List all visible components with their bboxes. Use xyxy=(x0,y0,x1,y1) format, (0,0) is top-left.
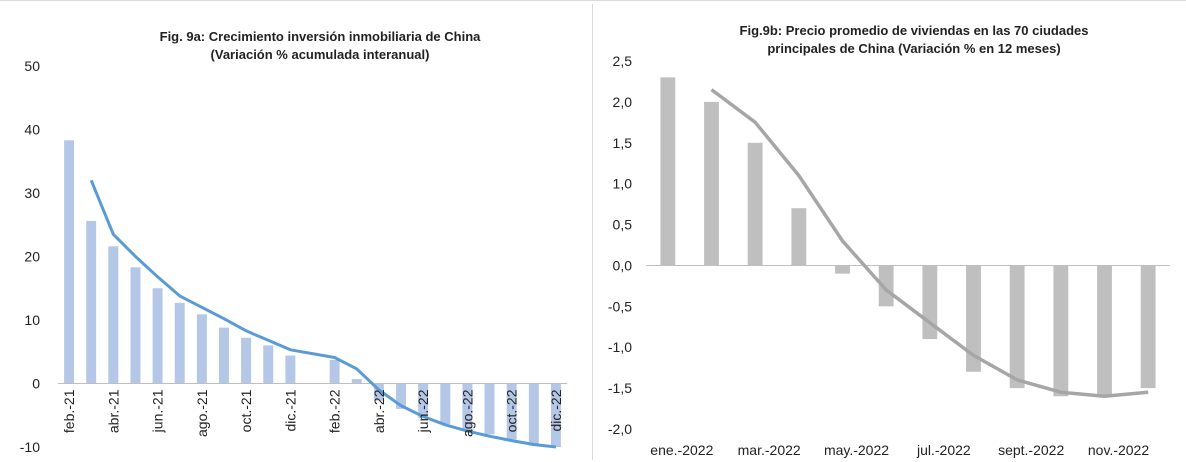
y-tick-label: 30 xyxy=(24,185,40,201)
bar xyxy=(704,101,719,266)
y-tick-label: 1,0 xyxy=(613,176,633,192)
x-tick-label: sept.-2022 xyxy=(998,442,1064,458)
x-tick-label: ene.-2022 xyxy=(650,442,713,458)
x-tick-label: mar.-2022 xyxy=(738,442,801,458)
series-line xyxy=(710,88,1149,399)
y-tick-label: -2,0 xyxy=(608,421,632,437)
x-tick-label: dic.-22 xyxy=(548,389,564,431)
x-tick-label: feb.-22 xyxy=(327,389,343,433)
bar xyxy=(550,383,561,447)
bar xyxy=(1140,265,1156,389)
y-tick-label: 50 xyxy=(24,58,40,74)
bar xyxy=(1097,265,1112,397)
bar xyxy=(462,383,473,431)
chart-title-9a-line1: Fig. 9a: Crecimiento inversión inmobilia… xyxy=(159,29,481,44)
bar xyxy=(241,337,252,384)
y-tick-label: -1,0 xyxy=(608,339,632,355)
bar xyxy=(351,379,362,384)
x-tick-label: jun.-21 xyxy=(150,389,166,433)
chart-title-9a: Fig. 9a: Crecimiento inversión inmobilia… xyxy=(60,28,580,64)
x-tick-label: abr.-21 xyxy=(105,389,121,433)
bar xyxy=(86,220,97,384)
bar xyxy=(747,142,763,266)
y-tick-label: 2,5 xyxy=(613,53,633,69)
bar xyxy=(130,267,141,384)
y-tick-label: 0 xyxy=(32,376,40,392)
bar xyxy=(64,140,75,384)
chart-title-9b-line2: principales de China (Variación % en 12 … xyxy=(767,41,1061,56)
y-tick-label: 2,0 xyxy=(613,94,633,110)
chart-title-9b-line1: Fig.9b: Precio promedio de viviendas en … xyxy=(739,23,1089,38)
x-tick-label: ago.-21 xyxy=(194,389,210,437)
y-tick-label: 1,5 xyxy=(613,135,633,151)
bar xyxy=(878,265,894,307)
bar xyxy=(835,265,850,274)
panel-divider xyxy=(592,4,593,460)
x-tick-label: jun.-22 xyxy=(415,389,431,433)
y-tick-label: 10 xyxy=(24,312,40,328)
x-tick-label: jul.-2022 xyxy=(916,442,971,458)
y-tick-label: 20 xyxy=(24,249,40,265)
x-tick-label: oct.-21 xyxy=(238,389,254,432)
bar xyxy=(152,288,163,384)
x-tick-label: abr.-22 xyxy=(371,389,387,433)
bar xyxy=(528,383,539,446)
bar xyxy=(373,383,384,401)
bar xyxy=(966,265,981,372)
chart-9a-plot: -10 0 10 20 30 40 50 feb.-21 abr.-21 jun.-21 ago.-… xyxy=(20,58,567,455)
bar xyxy=(263,345,274,384)
y-tick-label: 0,5 xyxy=(613,217,633,233)
y-tick-label: -10 xyxy=(20,439,40,455)
chart-9b-plot: -2,0 -1,5 -1,0 -0,5 0,0 0,5 1,0 1,5 2,0 2,5 ene.-2… xyxy=(608,53,1170,458)
x-tick-label: oct.-22 xyxy=(504,389,520,432)
bar xyxy=(440,383,451,425)
x-tick-label: dic.-21 xyxy=(282,389,298,431)
bar xyxy=(196,314,207,384)
bar xyxy=(791,208,807,266)
top-border xyxy=(0,0,1186,1)
x-tick-label: may.-2022 xyxy=(824,442,889,458)
bar xyxy=(1053,265,1069,397)
bar xyxy=(1009,265,1025,389)
x-tick-label: ago.-22 xyxy=(459,389,475,437)
bar xyxy=(329,360,340,384)
chart-title-9a-line2: (Variación % acumulada interanual) xyxy=(210,47,430,62)
y-tick-label: 0,0 xyxy=(613,257,633,273)
y-tick-label: -1,5 xyxy=(608,380,632,396)
x-tick-label: nov.-2022 xyxy=(1088,442,1149,458)
chart-panel-9a: Fig. 9a: Crecimiento inversión inmobilia… xyxy=(0,0,592,462)
bar xyxy=(396,383,407,409)
bar xyxy=(108,246,119,384)
y-tick-label: 40 xyxy=(24,122,40,138)
bar xyxy=(506,383,517,440)
y-tick-label: -0,5 xyxy=(608,298,632,314)
bar xyxy=(218,327,229,384)
bar xyxy=(418,383,429,418)
series-line xyxy=(89,179,557,449)
chart-title-9b: Fig.9b: Precio promedio de viviendas en … xyxy=(654,22,1174,58)
bar xyxy=(484,383,495,435)
bar xyxy=(660,77,676,266)
bar xyxy=(174,302,185,384)
bar xyxy=(285,355,296,384)
x-tick-label: feb.-21 xyxy=(61,389,77,433)
chart-panel-9b: Fig.9b: Precio promedio de viviendas en … xyxy=(594,0,1186,462)
